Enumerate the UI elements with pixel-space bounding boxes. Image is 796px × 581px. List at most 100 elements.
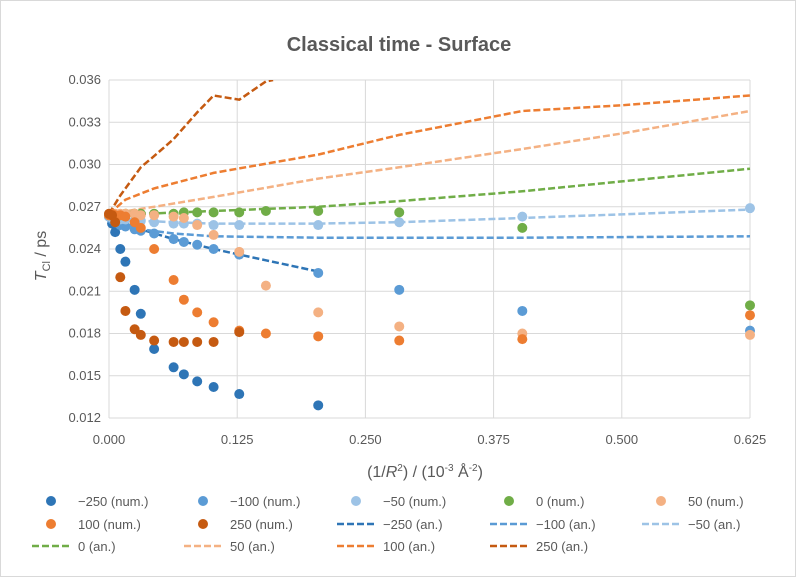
- legend-label: 100 (num.): [78, 517, 141, 532]
- legend-item: 250 (an.): [490, 539, 588, 554]
- data-point: [745, 300, 755, 311]
- data-point: [168, 336, 179, 347]
- x-tick-label: 0.250: [349, 432, 382, 447]
- data-point: [260, 280, 271, 291]
- data-point: [192, 207, 203, 218]
- legend-item: −50 (num.): [351, 494, 446, 509]
- data-point: [135, 222, 146, 233]
- legend-label: 100 (an.): [383, 539, 435, 554]
- data-point: [178, 294, 189, 305]
- legend-label: −250 (an.): [383, 517, 443, 532]
- data-point: [394, 217, 405, 228]
- data-point: [120, 211, 131, 222]
- y-tick-label: 0.021: [68, 283, 101, 298]
- legend-item: 50 (an.): [184, 539, 275, 554]
- data-point: [313, 267, 324, 278]
- data-point: [394, 321, 405, 332]
- legend-item: 0 (an.): [32, 539, 116, 554]
- data-point: [234, 389, 245, 400]
- data-point: [192, 336, 203, 347]
- legend-marker: [198, 519, 208, 529]
- y-tick-label: 0.036: [68, 72, 101, 87]
- series-line: [108, 94, 751, 215]
- legend-item: 0 (num.): [504, 494, 584, 509]
- data-point: [192, 220, 203, 231]
- data-point: [168, 218, 179, 229]
- data-point: [149, 335, 160, 346]
- legend-marker: [656, 496, 666, 506]
- data-point: [135, 210, 146, 221]
- data-point: [517, 222, 528, 233]
- legend-label: −100 (num.): [230, 494, 300, 509]
- legend-label: −50 (an.): [688, 517, 740, 532]
- data-point: [260, 205, 271, 216]
- grid: [108, 79, 751, 419]
- data-point: [192, 239, 203, 250]
- legend-item: −250 (num.): [46, 494, 148, 509]
- legend-marker: [351, 496, 361, 506]
- x-tick-label: 0.375: [477, 432, 510, 447]
- x-axis-label: (1/R2) / (10-3 Å-2): [367, 462, 483, 481]
- data-point: [234, 207, 245, 218]
- legend-label: −50 (num.): [383, 494, 446, 509]
- data-point: [394, 335, 405, 346]
- data-point: [260, 328, 271, 339]
- series-line: [107, 80, 274, 215]
- data-point: [313, 307, 324, 318]
- x-tick-label: 0.000: [93, 432, 126, 447]
- legend-label: 250 (num.): [230, 517, 293, 532]
- y-axis-ticks: 0.012 0.015 0.018 0.021 0.024 0.027 0.030 0.033…: [68, 72, 101, 425]
- data-point: [313, 220, 324, 231]
- data-point: [110, 217, 121, 228]
- legend-item: 100 (an.): [337, 539, 435, 554]
- data-point: [178, 213, 189, 224]
- data-point: [394, 207, 405, 218]
- y-tick-label: 0.018: [68, 326, 101, 341]
- data-point: [168, 234, 179, 245]
- legend-label: 0 (an.): [78, 539, 116, 554]
- x-tick-label: 0.500: [606, 432, 639, 447]
- legend-item: 50 (num.): [656, 494, 744, 509]
- data-point: [234, 246, 245, 257]
- data-point: [517, 305, 528, 316]
- legend-item: −50 (an.): [642, 517, 740, 532]
- data-point: [149, 343, 160, 354]
- data-point: [120, 221, 131, 232]
- series-line: [108, 109, 751, 216]
- data-point: [115, 244, 126, 254]
- data-point: [208, 207, 219, 218]
- legend-item: 250 (num.): [198, 517, 293, 532]
- legend-marker: [46, 519, 56, 529]
- data-point: [168, 211, 179, 222]
- data-point: [115, 272, 126, 283]
- data-point: [168, 274, 179, 285]
- data-point: [313, 400, 324, 411]
- legend-marker: [46, 496, 56, 506]
- data-point: [234, 327, 245, 338]
- data-point: [178, 236, 189, 247]
- legend-label: 250 (an.): [536, 539, 588, 554]
- y-tick-label: 0.024: [68, 241, 101, 256]
- data-point: [208, 244, 219, 254]
- data-point: [178, 369, 189, 380]
- x-tick-label: 0.125: [221, 432, 254, 447]
- legend-label: 50 (num.): [688, 494, 744, 509]
- data-point: [745, 203, 755, 214]
- x-axis-ticks: 0.000 0.125 0.250 0.375 0.500 0.625: [93, 432, 767, 447]
- data-point: [110, 227, 121, 238]
- data-point: [208, 336, 219, 347]
- data-point: [192, 307, 203, 318]
- y-tick-label: 0.027: [68, 199, 101, 214]
- data-point: [394, 284, 405, 295]
- data-point: [517, 334, 528, 345]
- data-point: [149, 217, 160, 228]
- plot-area: [104, 80, 755, 411]
- data-point: [745, 329, 755, 340]
- y-tick-label: 0.033: [68, 114, 101, 129]
- data-point: [135, 308, 146, 319]
- y-axis-label: TCl / ps: [33, 231, 53, 281]
- data-point: [208, 229, 219, 240]
- legend-marker: [198, 496, 208, 506]
- series-line: [108, 216, 751, 239]
